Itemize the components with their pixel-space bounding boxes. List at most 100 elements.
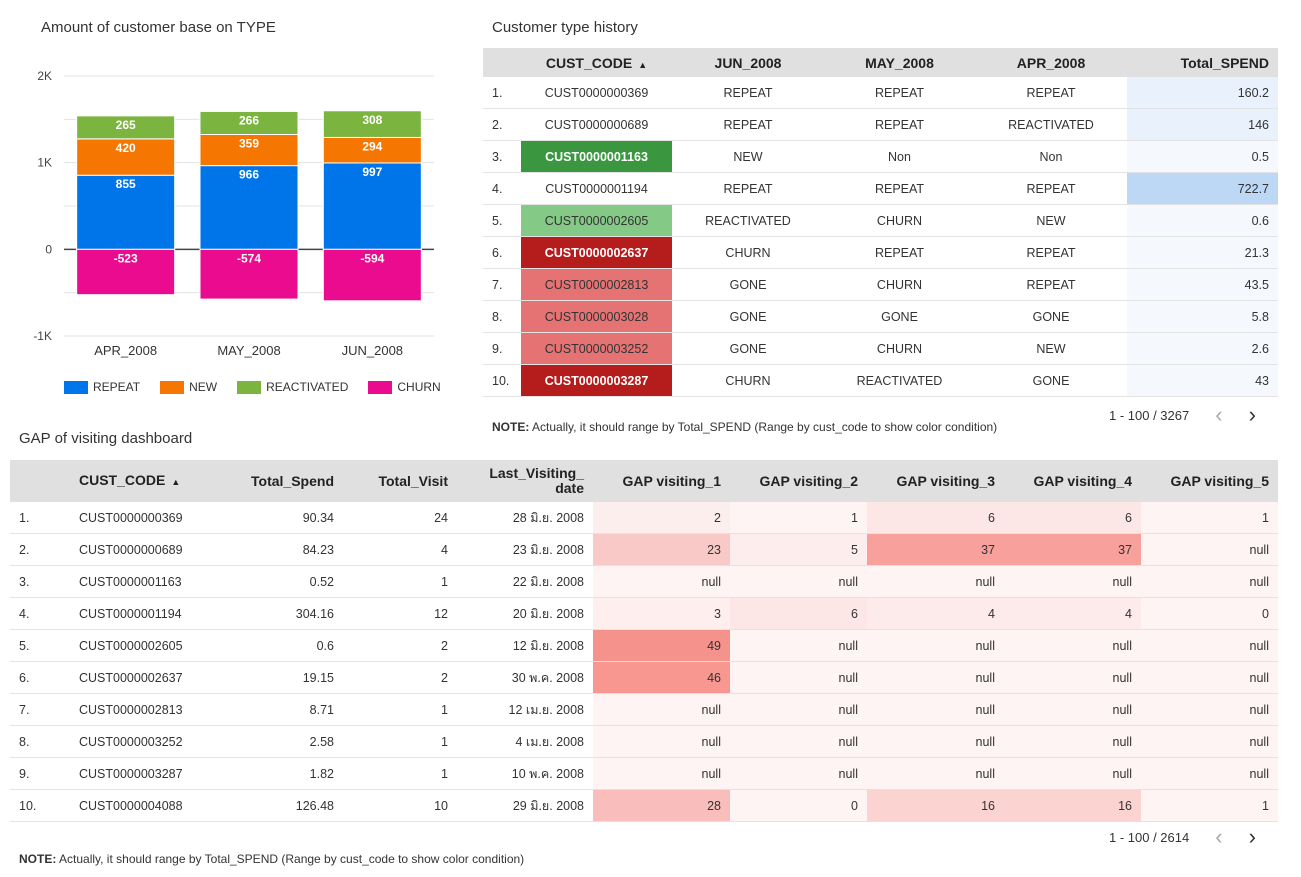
table-row[interactable]: 10. CUST0000004088 126.48 10 29 มิ.ย. 2008 28… — [10, 789, 1278, 822]
apr-2008-cell: REACTIVATED — [975, 108, 1127, 141]
row-number: 8. — [10, 725, 70, 758]
table-row[interactable]: 1. CUST0000000369 90.34 24 28 มิ.ย. 2008 2 1 6 6… — [10, 502, 1278, 534]
gap-visiting-1-header[interactable]: GAP visiting_1 — [593, 460, 730, 502]
legend-label: REACTIVATED — [266, 380, 349, 394]
apr-2008-cell: REPEAT — [975, 268, 1127, 301]
table-row[interactable]: 9. CUST0000003252 GONE CHURN NEW 2.6 — [483, 332, 1278, 365]
table-row[interactable]: 2. CUST0000000689 REPEAT REPEAT REACTIVATED 1… — [483, 108, 1278, 141]
row-number-header — [10, 460, 70, 502]
table-row[interactable]: 5. CUST0000002605 REACTIVATED CHURN NEW 0.6 — [483, 204, 1278, 237]
bar-reactivated[interactable] — [199, 110, 299, 135]
last-visiting-date-header[interactable]: Last_Visiting_ date — [457, 460, 593, 502]
stacked-bar-chart: 2K 1K 0 -1K 855 420 265 -523 APR_2008 966 359 266 -5… — [33, 69, 434, 358]
gap-visiting-4-cell: null — [1004, 693, 1141, 726]
table-row[interactable]: 1. CUST0000000369 REPEAT REPEAT REPEAT 160.2 — [483, 77, 1278, 109]
total-visit-header[interactable]: Total_Visit — [343, 460, 457, 502]
gap-visiting-4-cell: null — [1004, 629, 1141, 662]
table-row[interactable]: 5. CUST0000002605 0.6 2 12 มิ.ย. 2008 49 null n… — [10, 629, 1278, 662]
sort-ascending-icon[interactable]: ▲ — [638, 59, 648, 70]
table-row[interactable]: 8. CUST0000003028 GONE GONE GONE 5.8 — [483, 300, 1278, 333]
row-number: 6. — [10, 661, 70, 694]
jun-2008-cell: REPEAT — [672, 77, 824, 109]
legend-item-churn[interactable]: CHURN — [368, 380, 441, 394]
gap-visiting-3-cell: null — [867, 629, 1004, 662]
cust-code-cell: CUST0000001194 — [70, 597, 200, 630]
table-row[interactable]: 4. CUST0000001194 REPEAT REPEAT REPEAT 722.7 — [483, 172, 1278, 205]
legend-swatch — [64, 380, 88, 394]
table-row[interactable]: 4. CUST0000001194 304.16 12 20 มิ.ย. 2008 3 6 4… — [10, 597, 1278, 630]
sort-ascending-icon[interactable]: ▲ — [171, 476, 181, 487]
bar-reactivated[interactable] — [322, 110, 422, 138]
legend-label: NEW — [189, 380, 218, 394]
last-visiting-date-cell: 20 มิ.ย. 2008 — [457, 597, 593, 630]
legend-item-repeat[interactable]: REPEAT — [64, 380, 140, 394]
gap-visiting-3-header[interactable]: GAP visiting_3 — [867, 460, 1004, 502]
jun-2008-cell: NEW — [672, 140, 824, 173]
cust-code-cell: CUST0000000369 — [70, 502, 200, 534]
table1-pager: 1 - 100 / 3267 ‹ › — [1109, 402, 1256, 427]
bar-new[interactable] — [199, 134, 299, 167]
pager-range: 1 - 100 / 3267 — [1109, 407, 1190, 423]
gap-visiting-4-cell: 37 — [1004, 533, 1141, 566]
bar-churn[interactable] — [76, 248, 176, 296]
gap-visiting-2-cell: 0 — [730, 789, 867, 822]
cust-code-cell: CUST0000002637 — [70, 661, 200, 694]
may-2008-header[interactable]: MAY_2008 — [824, 48, 975, 77]
total-spend-cell: 1.82 — [200, 757, 343, 790]
table-row[interactable]: 3. CUST0000001163 0.52 1 22 มิ.ย. 2008 null nu… — [10, 565, 1278, 598]
may-2008-cell: REACTIVATED — [824, 364, 975, 397]
last-visiting-date-cell: 29 มิ.ย. 2008 — [457, 789, 593, 822]
chevron-right-icon[interactable]: › — [1248, 824, 1256, 849]
cust-code-cell: CUST0000004088 — [70, 789, 200, 822]
row-number: 9. — [483, 332, 521, 365]
table-row[interactable]: 8. CUST0000003252 2.58 1 4 เม.ย. 2008 null nul… — [10, 725, 1278, 758]
bar-new[interactable] — [76, 138, 176, 176]
total-spend-cell: 19.15 — [200, 661, 343, 694]
cust-code-header[interactable]: CUST_CODE ▲ — [521, 48, 672, 77]
gap-visiting-3-cell: null — [867, 725, 1004, 758]
total-spend-cell: 2.58 — [200, 725, 343, 758]
total-spend-header[interactable]: Total_Spend — [200, 460, 343, 502]
bar-repeat[interactable] — [322, 162, 422, 250]
table-row[interactable]: 9. CUST0000003287 1.82 1 10 พ.ค. 2008 null nul… — [10, 757, 1278, 790]
x-tick-label: APR_2008 — [94, 343, 157, 358]
table-row[interactable]: 7. CUST0000002813 GONE CHURN REPEAT 43.5 — [483, 268, 1278, 301]
gap-visiting-1-cell: null — [593, 757, 730, 790]
table-row[interactable]: 10. CUST0000003287 CHURN REACTIVATED GONE 43 — [483, 364, 1278, 397]
legend-item-reactivated[interactable]: REACTIVATED — [237, 380, 348, 394]
bar-churn[interactable] — [322, 248, 422, 302]
jun-2008-header[interactable]: JUN_2008 — [672, 48, 824, 77]
gap-visiting-1-cell: 46 — [593, 661, 730, 694]
last-visiting-date-cell: 4 เม.ย. 2008 — [457, 725, 593, 758]
apr-2008-cell: REPEAT — [975, 172, 1127, 205]
last-visiting-date-cell: 30 พ.ค. 2008 — [457, 661, 593, 694]
table-header-row: CUST_CODE ▲ Total_Spend Total_Visit Last_… — [10, 460, 1278, 502]
table-row[interactable]: 2. CUST0000000689 84.23 4 23 มิ.ย. 2008 23 5 37… — [10, 533, 1278, 566]
gap-visiting-5-header[interactable]: GAP visiting_5 — [1141, 460, 1278, 502]
chevron-left-icon[interactable]: ‹ — [1215, 824, 1223, 849]
gap-visiting-3-cell: 4 — [867, 597, 1004, 630]
cust-code-header[interactable]: CUST_CODE ▲ — [70, 460, 200, 502]
table-row[interactable]: 6. CUST0000002637 19.15 2 30 พ.ค. 2008 46 null… — [10, 661, 1278, 694]
bar-churn[interactable] — [199, 248, 299, 300]
apr-2008-header[interactable]: APR_2008 — [975, 48, 1127, 77]
cust-code-cell: CUST0000002813 — [70, 693, 200, 726]
y-tick-label: 0 — [45, 242, 52, 256]
chevron-right-icon[interactable]: › — [1248, 402, 1256, 427]
gap-visiting-1-cell: 23 — [593, 533, 730, 566]
table-row[interactable]: 3. CUST0000001163 NEW Non Non 0.5 — [483, 140, 1278, 173]
bar-new[interactable] — [322, 136, 422, 164]
data-label: -523 — [114, 251, 138, 265]
total-spend-header[interactable]: Total_SPEND — [1127, 48, 1278, 77]
table-row[interactable]: 7. CUST0000002813 8.71 1 12 เม.ย. 2008 null nu… — [10, 693, 1278, 726]
bar-repeat[interactable] — [199, 165, 299, 250]
total-visit-cell: 12 — [343, 597, 457, 630]
gap-visiting-4-header[interactable]: GAP visiting_4 — [1004, 460, 1141, 502]
legend-item-new[interactable]: NEW — [160, 380, 217, 394]
gap-visiting-3-cell: null — [867, 693, 1004, 726]
table-row[interactable]: 6. CUST0000002637 CHURN REPEAT REPEAT 21.3 — [483, 236, 1278, 269]
bar-reactivated[interactable] — [76, 115, 176, 140]
gap-visiting-2-header[interactable]: GAP visiting_2 — [730, 460, 867, 502]
chevron-left-icon[interactable]: ‹ — [1215, 402, 1223, 427]
cust-code-cell: CUST0000000689 — [70, 533, 200, 566]
